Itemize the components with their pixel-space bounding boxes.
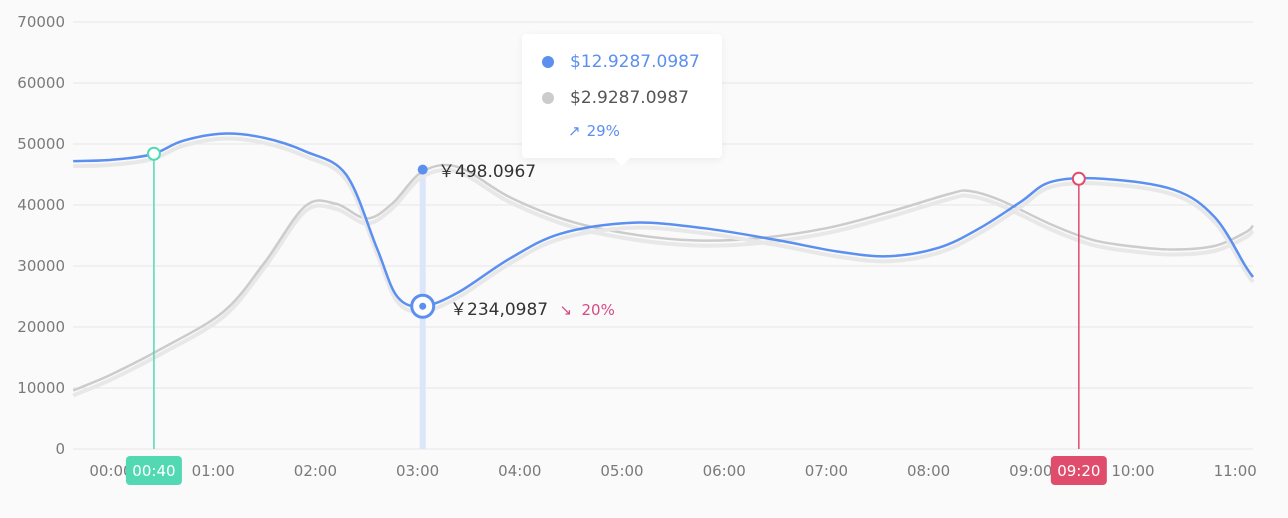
tooltip-blue-value: $12.9287.0987: [570, 52, 700, 72]
arrow-down-right-icon: ↘: [559, 301, 573, 319]
tooltip-change-pct: 29%: [586, 122, 620, 140]
x-tick-label: 11:00: [1214, 462, 1257, 480]
upper-focus-point: [417, 164, 428, 175]
marker-label-pill: [1050, 456, 1107, 485]
x-tick-label: 00:00: [89, 462, 132, 480]
x-tick-label: 10:00: [1111, 462, 1154, 480]
y-tick-label: 0: [55, 440, 65, 458]
x-tick-label: 02:00: [294, 462, 337, 480]
y-tick-label: 40000: [17, 196, 65, 214]
gray-dot-icon: [542, 92, 554, 104]
arrow-up-right-icon: ↗: [568, 122, 581, 140]
marker-point: [146, 146, 161, 161]
x-tick-label: 09:00: [1009, 462, 1052, 480]
marker-label: 00:40: [132, 462, 175, 480]
tooltip-gray-value: $2.9287.0987: [570, 88, 689, 108]
tooltip-change: ↗ 29%: [568, 122, 620, 140]
blue-dot-icon: [542, 56, 554, 68]
y-tick-label: 10000: [17, 379, 65, 397]
upper-point-value: ￥498.0967: [438, 162, 537, 182]
x-tick-label: 06:00: [703, 462, 746, 480]
x-tick-label: 04:00: [498, 462, 541, 480]
x-tick-label: 07:00: [805, 462, 848, 480]
lower-point-pct: 20%: [581, 301, 615, 319]
x-tick-label: 08:00: [907, 462, 950, 480]
upper-point-label: ￥498.0967: [438, 157, 536, 182]
lower-point-label: ￥234,0987 ↘ 20%: [450, 295, 615, 320]
y-tick-label: 30000: [17, 257, 65, 275]
y-tick-label: 60000: [17, 74, 65, 92]
marker-label-pill: [125, 456, 182, 485]
tooltip-row-gray: $2.9287.0987: [542, 88, 689, 108]
y-tick-label: 50000: [17, 135, 65, 153]
x-tick-label: 01:00: [192, 462, 235, 480]
y-tick-label: 20000: [17, 318, 65, 336]
marker-label: 09:20: [1057, 462, 1100, 480]
chart-tooltip: $12.9287.0987 $2.9287.0987 ↗ 29%: [522, 34, 722, 166]
series-line-gray: [72, 163, 1254, 392]
lower-point-value: ￥234,0987: [450, 300, 549, 320]
y-tick-label: 70000: [17, 13, 65, 31]
series-line-shadow: [72, 168, 1255, 398]
x-tick-label: 05:00: [600, 462, 643, 480]
x-tick-label: 03:00: [396, 462, 439, 480]
marker-point: [1071, 171, 1086, 186]
tooltip-row-blue: $12.9287.0987: [542, 52, 700, 72]
lower-focus-dot: [419, 302, 427, 310]
